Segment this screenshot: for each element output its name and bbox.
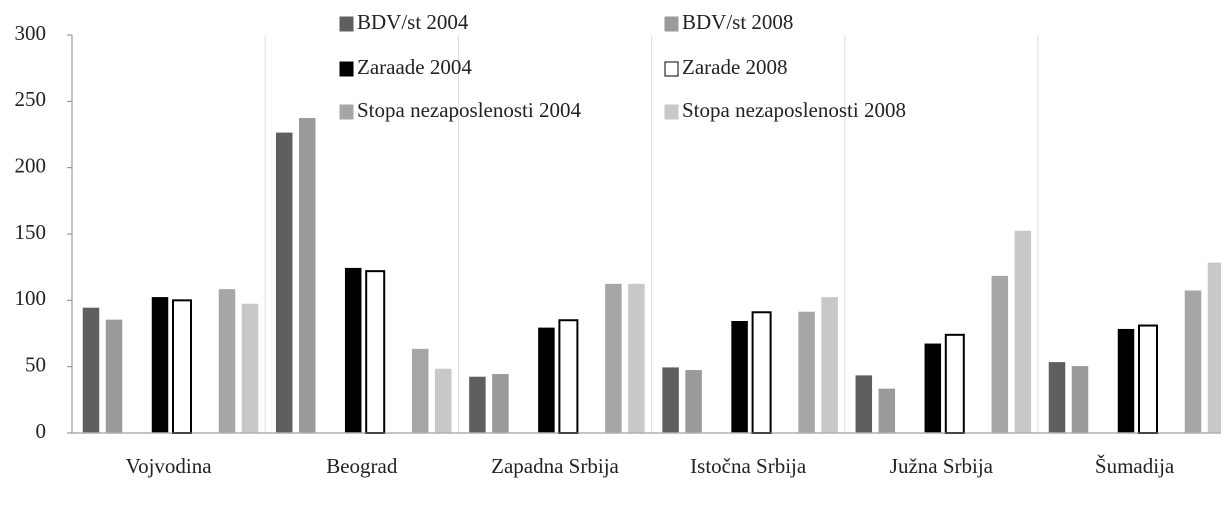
bar — [467, 375, 488, 434]
legend-label: BDV/st 2004 — [357, 10, 469, 34]
legend-label: Zaraade 2004 — [357, 55, 472, 79]
bar — [877, 387, 897, 434]
bar — [1013, 229, 1033, 434]
x-tick-label: Južna Srbija — [889, 454, 993, 478]
x-tick-label: Beograd — [326, 454, 398, 478]
bar — [433, 367, 453, 434]
legend-swatch — [664, 61, 679, 77]
y-tick-label: 200 — [15, 153, 47, 177]
bar — [1183, 288, 1203, 434]
bar — [297, 116, 317, 434]
bar — [81, 306, 101, 434]
x-tick-label: Zapadna Srbija — [491, 454, 619, 478]
bar — [796, 310, 817, 434]
bar — [365, 270, 386, 434]
bar — [172, 299, 192, 435]
legend-label: Stopa nezaposlenosti 2008 — [682, 98, 906, 122]
bar — [1138, 324, 1158, 435]
legend-swatch — [339, 104, 354, 120]
bar — [1206, 261, 1221, 434]
bar — [217, 287, 237, 434]
y-tick-label: 100 — [15, 286, 47, 310]
bar — [751, 311, 772, 435]
legend-label: BDV/st 2008 — [682, 10, 793, 34]
bar — [1116, 327, 1136, 434]
bar — [343, 266, 363, 434]
legend-swatch — [664, 104, 679, 120]
bar — [683, 368, 704, 434]
y-tick-label: 150 — [15, 220, 47, 244]
bar — [990, 274, 1010, 434]
bar — [854, 373, 874, 434]
y-tick-label: 0 — [36, 419, 47, 443]
bar — [1047, 360, 1067, 434]
bar — [626, 282, 647, 434]
legend-label: Zarade 2008 — [682, 55, 788, 79]
y-tick-label: 250 — [15, 87, 47, 111]
bar — [490, 372, 511, 434]
bar — [1070, 364, 1090, 434]
bar — [240, 302, 260, 434]
bar — [274, 131, 294, 434]
legend-swatch — [664, 16, 679, 32]
bar — [819, 295, 840, 434]
bar — [104, 318, 124, 434]
bar — [150, 295, 170, 434]
x-tick-label: Vojvodina — [125, 454, 212, 478]
legend-swatch — [339, 16, 354, 32]
y-tick-label: 50 — [25, 352, 46, 376]
bar — [410, 347, 430, 434]
bar — [558, 319, 579, 435]
x-tick-label: Šumadija — [1094, 454, 1175, 478]
x-tick-label: Istočna Srbija — [690, 454, 807, 478]
bar — [729, 319, 750, 434]
bar — [660, 365, 681, 434]
legend-swatch — [339, 61, 354, 77]
bar — [603, 282, 624, 434]
y-tick-label: 300 — [15, 21, 47, 45]
legend-label: Stopa nezaposlenosti 2004 — [357, 98, 581, 122]
bar — [923, 342, 943, 434]
bar — [536, 326, 557, 434]
bar — [944, 333, 965, 434]
